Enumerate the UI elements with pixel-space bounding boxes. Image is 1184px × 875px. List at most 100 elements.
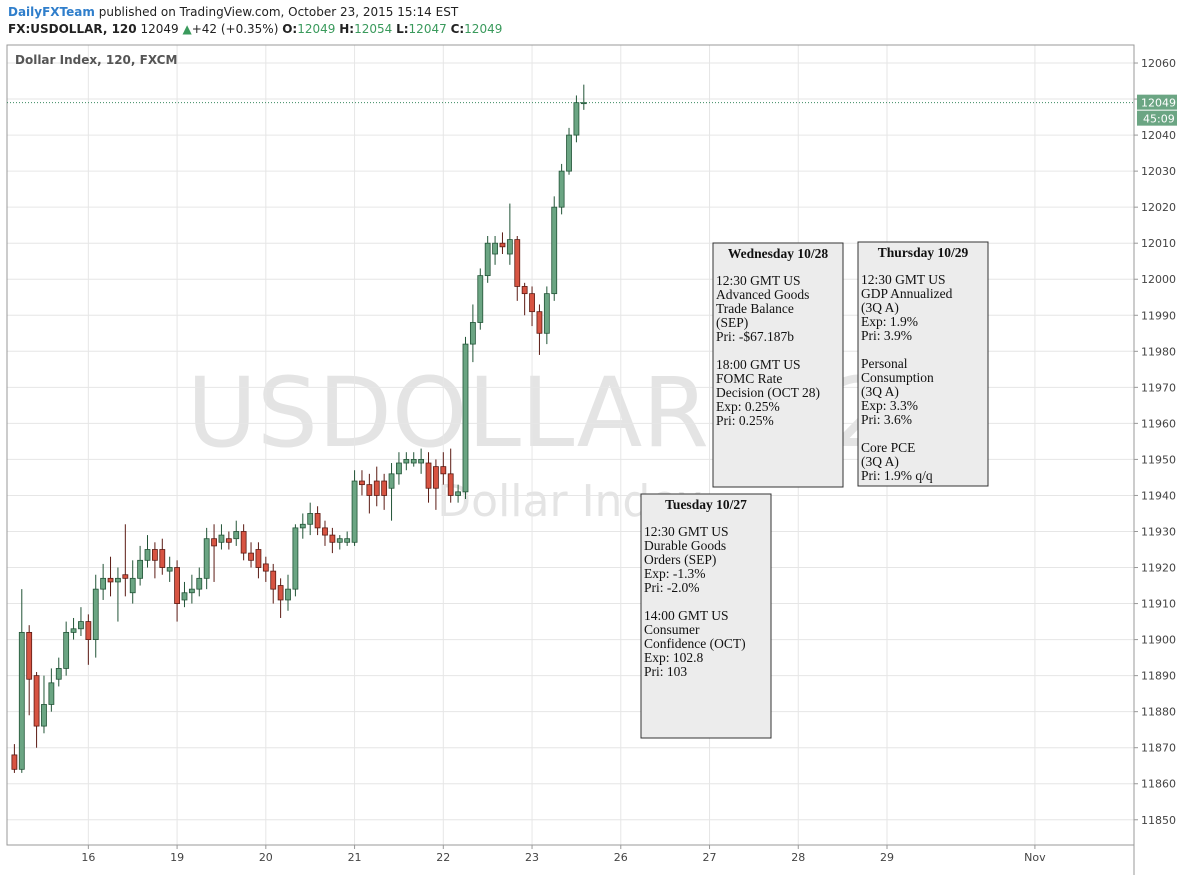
y-tick-label: 11890 [1141, 670, 1176, 683]
candle-body [373, 480, 380, 496]
candle-body [558, 170, 565, 208]
x-tick-label: 16 [81, 851, 95, 864]
event-line: Pri: 0.25% [716, 413, 774, 428]
x-tick-label: 21 [348, 851, 362, 864]
y-tick-label: 11880 [1141, 706, 1176, 719]
candle-body [100, 577, 107, 590]
close: 12049 [464, 22, 502, 36]
x-tick-label: 20 [259, 851, 273, 864]
event-line: Decision (OCT 28) [716, 385, 820, 400]
open: 12049 [297, 22, 335, 36]
candle-body [433, 466, 439, 489]
candle-body [26, 631, 33, 680]
candle-body [11, 754, 18, 770]
candle-body [440, 466, 447, 475]
event-line: (3Q A) [861, 300, 899, 315]
legend-title: Dollar Index, 120, FXCM [15, 53, 177, 67]
candle-body [233, 531, 240, 540]
candle-body [492, 242, 498, 255]
candle-body [262, 563, 269, 572]
candle-body [314, 513, 321, 529]
countdown-tag [1137, 110, 1177, 126]
event-line: (3Q A) [861, 454, 899, 469]
event-line: Pri: 1.9% q/q [861, 468, 933, 483]
event-title: Wednesday 10/28 [728, 246, 828, 261]
candle-body [63, 631, 70, 669]
candle-body [359, 480, 365, 486]
y-tick-label: 11970 [1141, 381, 1176, 394]
candle-body [196, 577, 203, 590]
arrow: ▲ [182, 22, 192, 36]
event-box [640, 493, 772, 739]
y-tick-label: 12020 [1141, 201, 1176, 214]
candle-body [55, 668, 62, 680]
author: DailyFXTeam [8, 5, 95, 19]
x-tick-label: Nov [1024, 851, 1046, 864]
x-tick-label: 19 [170, 851, 184, 864]
last: 12049 [140, 22, 178, 36]
candle-body [122, 574, 129, 579]
candle-body [388, 473, 395, 489]
candle-body [499, 242, 506, 248]
candle-body [152, 549, 158, 561]
x-tick-label: 28 [791, 851, 805, 864]
event-line: Orders (SEP) [644, 552, 716, 567]
candle-body [255, 549, 262, 568]
event-title: Thursday 10/29 [878, 245, 969, 260]
candle-body [203, 538, 210, 579]
low: 12047 [409, 22, 447, 36]
event-line: Confidence (OCT) [644, 636, 746, 651]
header-line-2: FX:USDOLLAR, 120 12049 ▲+42 (+0.35%) O:1… [8, 22, 502, 36]
change: +42 (+0.35%) [192, 22, 279, 36]
y-tick-label: 12030 [1141, 165, 1176, 178]
candle-body [573, 102, 580, 136]
candle-body [381, 480, 388, 496]
y-tick-label: 12040 [1141, 129, 1176, 142]
header-line-1: DailyFXTeam published on TradingView.com… [8, 5, 459, 19]
event-line: FOMC Rate [716, 371, 782, 386]
y-tick-label: 12010 [1141, 237, 1176, 250]
y-tick-label: 11960 [1141, 417, 1176, 430]
candle-body [70, 628, 77, 633]
candle-body [33, 675, 40, 727]
event-line: (3Q A) [861, 384, 899, 399]
candle-body [129, 577, 136, 594]
y-tick-label: 12000 [1141, 273, 1176, 286]
candle-body [521, 286, 528, 295]
candle-body [410, 459, 417, 464]
high: 12054 [354, 22, 392, 36]
event-line: Advanced Goods [716, 287, 809, 302]
candle-body [188, 588, 195, 594]
event-box [857, 241, 989, 487]
candle-body [144, 549, 151, 561]
candle-body [322, 527, 328, 536]
x-tick-label: 27 [703, 851, 717, 864]
event-line: Exp: -1.3% [644, 566, 706, 581]
y-tick-label: 11940 [1141, 489, 1176, 502]
candle-body [225, 538, 232, 543]
event-line: 12:30 GMT US [861, 272, 946, 287]
candle-body [137, 559, 144, 579]
candle-body [166, 567, 173, 572]
event-line: Pri: 3.9% [861, 328, 912, 343]
candle-body [292, 527, 299, 590]
x-tick-label: 22 [436, 851, 450, 864]
event-line: Consumer [644, 622, 700, 637]
candle-body [418, 459, 425, 464]
close-label: C: [451, 22, 465, 36]
x-tick-label: 29 [880, 851, 894, 864]
candle-body [477, 275, 484, 323]
candle-body [92, 588, 99, 640]
candle-body [115, 577, 121, 583]
candle-body [566, 134, 572, 172]
candle-body [48, 682, 55, 705]
event-line: Core PCE [861, 440, 915, 455]
candle-body [307, 513, 314, 525]
open-label: O: [282, 22, 297, 36]
candle-body [218, 534, 225, 543]
candle-body [351, 480, 358, 543]
event-line: Exp: 3.3% [861, 398, 918, 413]
event-line: Exp: 0.25% [716, 399, 780, 414]
event-line: Pri: -2.0% [644, 580, 700, 595]
